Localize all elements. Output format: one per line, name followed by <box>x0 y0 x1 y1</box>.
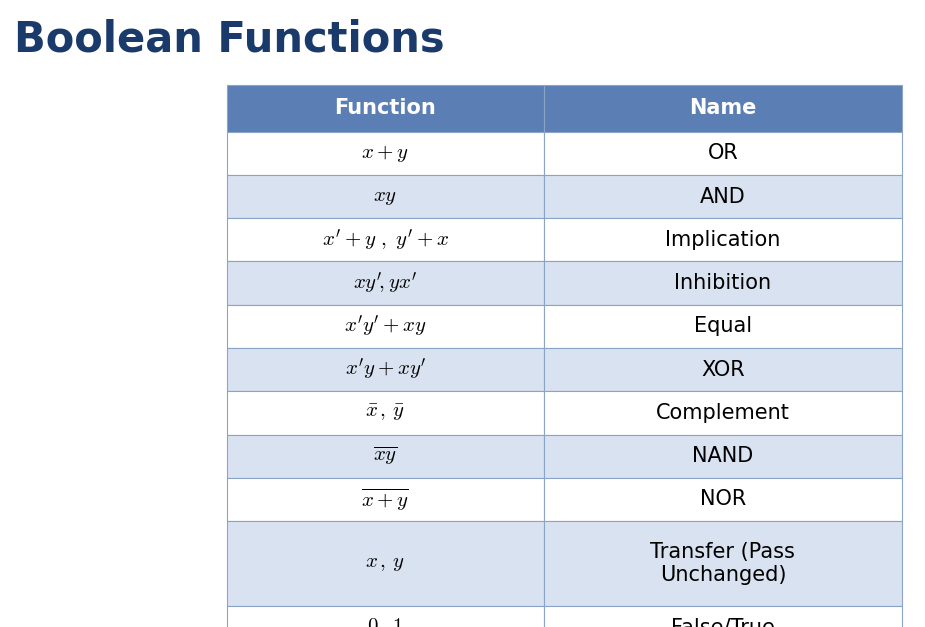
Text: $xy$: $xy$ <box>373 187 398 206</box>
Bar <box>227 521 544 606</box>
Text: $0\,,\,1$: $0\,,\,1$ <box>367 616 403 627</box>
Text: $\overline{x + y}$: $\overline{x + y}$ <box>362 486 409 513</box>
Bar <box>544 132 902 175</box>
Bar <box>227 606 544 627</box>
Text: $x'y' + xy$: $x'y' + xy$ <box>344 314 426 339</box>
Bar <box>544 478 902 521</box>
Bar <box>544 261 902 305</box>
Text: Implication: Implication <box>665 230 781 250</box>
Bar <box>544 85 902 132</box>
Text: Function: Function <box>335 98 437 118</box>
Bar <box>544 435 902 478</box>
Bar <box>227 391 544 435</box>
Bar <box>227 85 544 132</box>
Bar <box>544 391 902 435</box>
Text: $x + y$: $x + y$ <box>362 143 409 164</box>
Text: Complement: Complement <box>656 403 790 423</box>
Text: False/True: False/True <box>671 618 775 627</box>
Text: AND: AND <box>700 187 746 206</box>
Text: $xy'\!,yx'$: $xy'\!,yx'$ <box>353 270 417 296</box>
Bar <box>227 175 544 218</box>
Bar <box>227 218 544 261</box>
Text: XOR: XOR <box>701 360 745 379</box>
Text: Equal: Equal <box>694 317 752 336</box>
Bar <box>544 218 902 261</box>
Text: Inhibition: Inhibition <box>674 273 771 293</box>
Bar <box>544 348 902 391</box>
Text: $\overline{xy}$: $\overline{xy}$ <box>373 445 398 467</box>
Bar <box>227 478 544 521</box>
Text: $x\,,\,y$: $x\,,\,y$ <box>365 554 405 573</box>
Bar <box>227 348 544 391</box>
Text: NOR: NOR <box>700 490 746 509</box>
Text: Transfer (Pass
Unchanged): Transfer (Pass Unchanged) <box>650 542 796 585</box>
Bar <box>544 305 902 348</box>
Bar <box>227 261 544 305</box>
Bar <box>544 606 902 627</box>
Bar <box>544 521 902 606</box>
Text: Boolean Functions: Boolean Functions <box>14 19 445 61</box>
Text: $x' + y\ ,\ y' + x$: $x' + y\ ,\ y' + x$ <box>322 227 449 253</box>
Text: $x'y + xy'$: $x'y + xy'$ <box>345 357 426 382</box>
Text: OR: OR <box>708 144 738 163</box>
Text: Name: Name <box>689 98 757 118</box>
Bar <box>227 435 544 478</box>
Text: $\bar{x}\,,\,\bar{y}$: $\bar{x}\,,\,\bar{y}$ <box>365 403 405 423</box>
Bar <box>227 132 544 175</box>
Text: NAND: NAND <box>692 446 754 466</box>
Bar <box>544 175 902 218</box>
Bar <box>227 305 544 348</box>
